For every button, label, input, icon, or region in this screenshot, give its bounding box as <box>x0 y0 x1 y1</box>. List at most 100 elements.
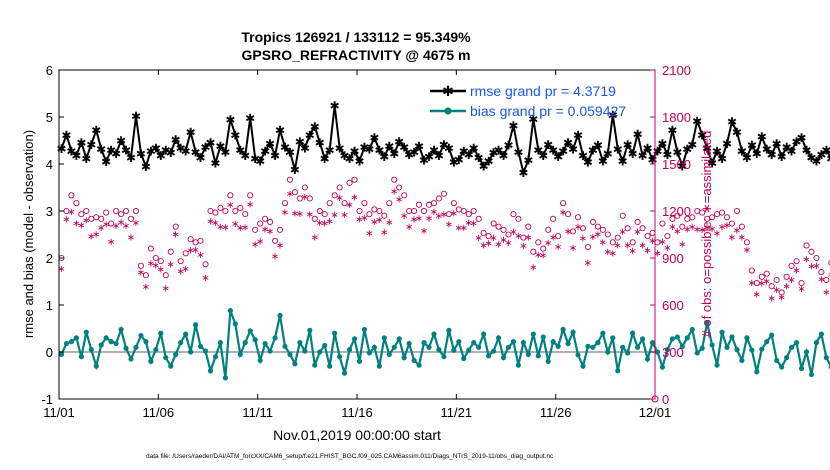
obs-assimilated-marker: ∗ <box>325 217 333 228</box>
obs-assimilated-marker: ∗ <box>440 210 448 221</box>
obs-possible-marker <box>182 250 189 257</box>
obs-possible-marker <box>68 192 75 199</box>
bias-point <box>600 330 606 336</box>
obs-possible-marker <box>376 207 383 215</box>
bias-point <box>759 346 765 352</box>
rmse-point: ✱ <box>707 157 717 171</box>
obs-assimilated-marker: ∗ <box>291 209 299 220</box>
bias-point <box>699 345 705 351</box>
rmse-point: ✱ <box>359 141 369 155</box>
x-tick-label: 11/21 <box>441 405 473 420</box>
rmse-point: ✱ <box>816 148 826 162</box>
bias-point <box>207 368 214 374</box>
obs-assimilated-marker: ∗ <box>733 225 741 236</box>
rmse-point: ✱ <box>494 143 504 157</box>
obs-possible-marker <box>237 204 244 211</box>
rmse-point: ✱ <box>722 137 732 151</box>
obs-assimilated-marker: ∗ <box>92 229 100 240</box>
rmse-point: ✱ <box>181 144 191 158</box>
rmse-point: ✱ <box>186 126 196 140</box>
obs-assimilated-marker: ∗ <box>112 221 120 232</box>
bias-point <box>461 355 467 362</box>
bias-point <box>764 339 770 345</box>
bias-point <box>282 343 288 349</box>
y-tick-label: 1 <box>46 298 53 313</box>
bias-point <box>565 340 571 347</box>
bias-point <box>580 363 586 369</box>
obs-assimilated-marker: ∗ <box>241 223 249 234</box>
bias-point <box>724 344 730 350</box>
rmse-point: ✱ <box>419 154 429 168</box>
obs-possible-marker <box>356 207 363 215</box>
bias-point <box>575 352 581 358</box>
obs-possible-marker <box>316 207 323 215</box>
bias-point <box>118 326 124 333</box>
obs-assimilated-marker: ∗ <box>494 240 502 251</box>
rmse-point: ✱ <box>220 145 230 159</box>
rmse-point: ✱ <box>588 143 598 157</box>
rmse-point: ✱ <box>767 148 777 162</box>
bias-point <box>505 344 512 350</box>
rmse-point: ✱ <box>409 145 419 159</box>
obs-assimilated-marker: ∗ <box>782 281 790 292</box>
obs-assimilated-marker: ∗ <box>286 189 294 200</box>
bias-point <box>73 335 79 341</box>
obs-assimilated-marker: ∗ <box>186 245 194 256</box>
obs-assimilated-marker: ∗ <box>196 250 204 261</box>
y-tick-label: -1 <box>41 392 53 407</box>
bias-point <box>595 340 601 346</box>
bias-point <box>803 349 810 355</box>
bias-point <box>267 348 273 354</box>
rmse-point: ✱ <box>548 143 558 157</box>
rmse-point: ✱ <box>166 146 176 160</box>
bias-point <box>654 349 661 355</box>
rmse-point: ✱ <box>76 136 86 150</box>
obs-possible-marker <box>108 220 115 227</box>
bias-point <box>540 334 546 340</box>
bias-point <box>674 334 680 340</box>
rmse-point: ✱ <box>285 145 295 159</box>
obs-assimilated-marker: ∗ <box>221 223 229 234</box>
rmse-point: ✱ <box>469 142 479 156</box>
rmse-point: ✱ <box>732 126 742 140</box>
rmse-point: ✱ <box>161 143 171 157</box>
bias-point <box>332 330 338 336</box>
bias-point <box>798 365 805 372</box>
rmse-point: ✱ <box>573 128 583 142</box>
obs-possible-marker <box>788 262 795 269</box>
rmse-point: ✱ <box>697 128 707 142</box>
rmse-point: ✱ <box>672 145 682 159</box>
obs-assimilated-marker: ∗ <box>87 231 95 242</box>
legend: ✱ rmse grand pr = 4.3719 bias grand pr =… <box>430 83 626 119</box>
bias-point <box>173 351 179 357</box>
obs-assimilated-marker: ∗ <box>450 209 458 220</box>
obs-possible-marker <box>753 280 760 287</box>
bias-point <box>719 329 725 335</box>
bias-point <box>58 351 65 357</box>
legend-bias-label: bias grand pr = 0.059427 <box>470 103 626 119</box>
obs-possible-marker <box>828 259 830 266</box>
rmse-point: ✱ <box>106 143 116 157</box>
obs-assimilated-marker: ∗ <box>708 224 716 235</box>
obs-possible-marker <box>416 201 423 208</box>
rmse-point: ✱ <box>757 130 767 144</box>
bias-point <box>138 332 144 339</box>
bias-point <box>183 331 189 337</box>
footer-data-file: data file: /Users/raeder/DAI/ATM_forcXX/… <box>146 453 554 460</box>
rmse-point: ✱ <box>354 155 364 169</box>
obs-possible-marker <box>520 234 527 241</box>
rmse-point: ✱ <box>727 115 737 129</box>
bias-point <box>386 351 392 357</box>
obs-possible-marker <box>321 211 328 218</box>
rmse-point: ✱ <box>459 144 469 158</box>
bias-point <box>113 340 119 347</box>
obs-possible-marker <box>500 226 507 233</box>
obs-possible-marker <box>386 200 393 207</box>
bias-point <box>590 344 596 350</box>
obs-assimilated-marker: ∗ <box>460 223 468 234</box>
obs-possible-marker <box>267 218 274 226</box>
obs-assimilated-marker: ∗ <box>172 230 180 241</box>
obs-possible-marker <box>187 236 194 243</box>
bias-point <box>694 350 700 356</box>
obs-possible-marker <box>719 209 726 216</box>
